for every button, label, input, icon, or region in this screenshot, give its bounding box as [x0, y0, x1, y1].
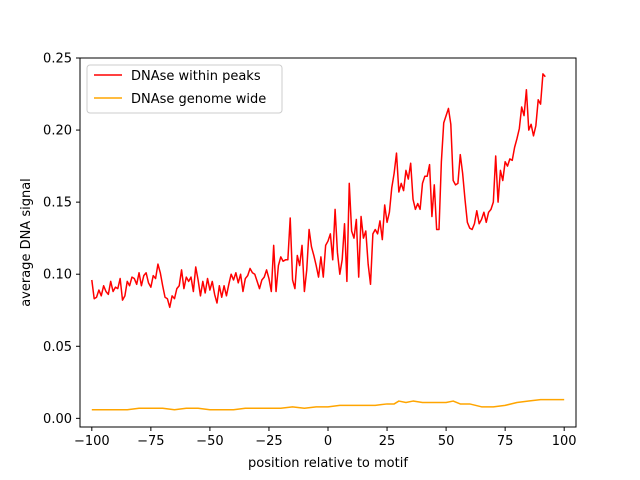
y-tick-label: 0.25 [43, 52, 72, 67]
series-line-dnase-genome-wide [91, 398, 565, 411]
x-tick-label: −100 [74, 434, 110, 449]
x-tick-label: 75 [497, 434, 514, 449]
y-tick-label: 0.20 [43, 124, 72, 139]
legend-label-dnase-genome-wide: DNAse genome wide [131, 92, 266, 107]
y-tick-label: 0.10 [43, 268, 72, 283]
x-axis: −100 −75 −50 −25 0 25 50 75 100 [74, 427, 577, 449]
x-tick-label: −25 [255, 434, 282, 449]
x-tick-label: −50 [196, 434, 223, 449]
x-tick-label: 25 [379, 434, 396, 449]
x-tick-label: −75 [137, 434, 164, 449]
legend: DNAse within peaks DNAse genome wide [86, 64, 283, 114]
y-axis-label: average DNA signal [19, 178, 34, 307]
x-axis-label: position relative to motif [248, 456, 408, 471]
legend-box [86, 64, 283, 114]
y-tick-label: 0.00 [43, 412, 72, 427]
y-axis: 0.00 0.05 0.10 0.15 0.20 0.25 [43, 52, 80, 427]
x-tick-label: 50 [438, 434, 455, 449]
y-tick-label: 0.15 [43, 196, 72, 211]
legend-label-dnase-within-peaks: DNAse within peaks [131, 69, 261, 84]
y-tick-label: 0.05 [43, 340, 72, 355]
x-tick-label: 100 [552, 434, 577, 449]
plot-lines [91, 73, 565, 411]
x-tick-label: 0 [324, 434, 332, 449]
series-line-dnase-within-peaks [91, 73, 546, 309]
